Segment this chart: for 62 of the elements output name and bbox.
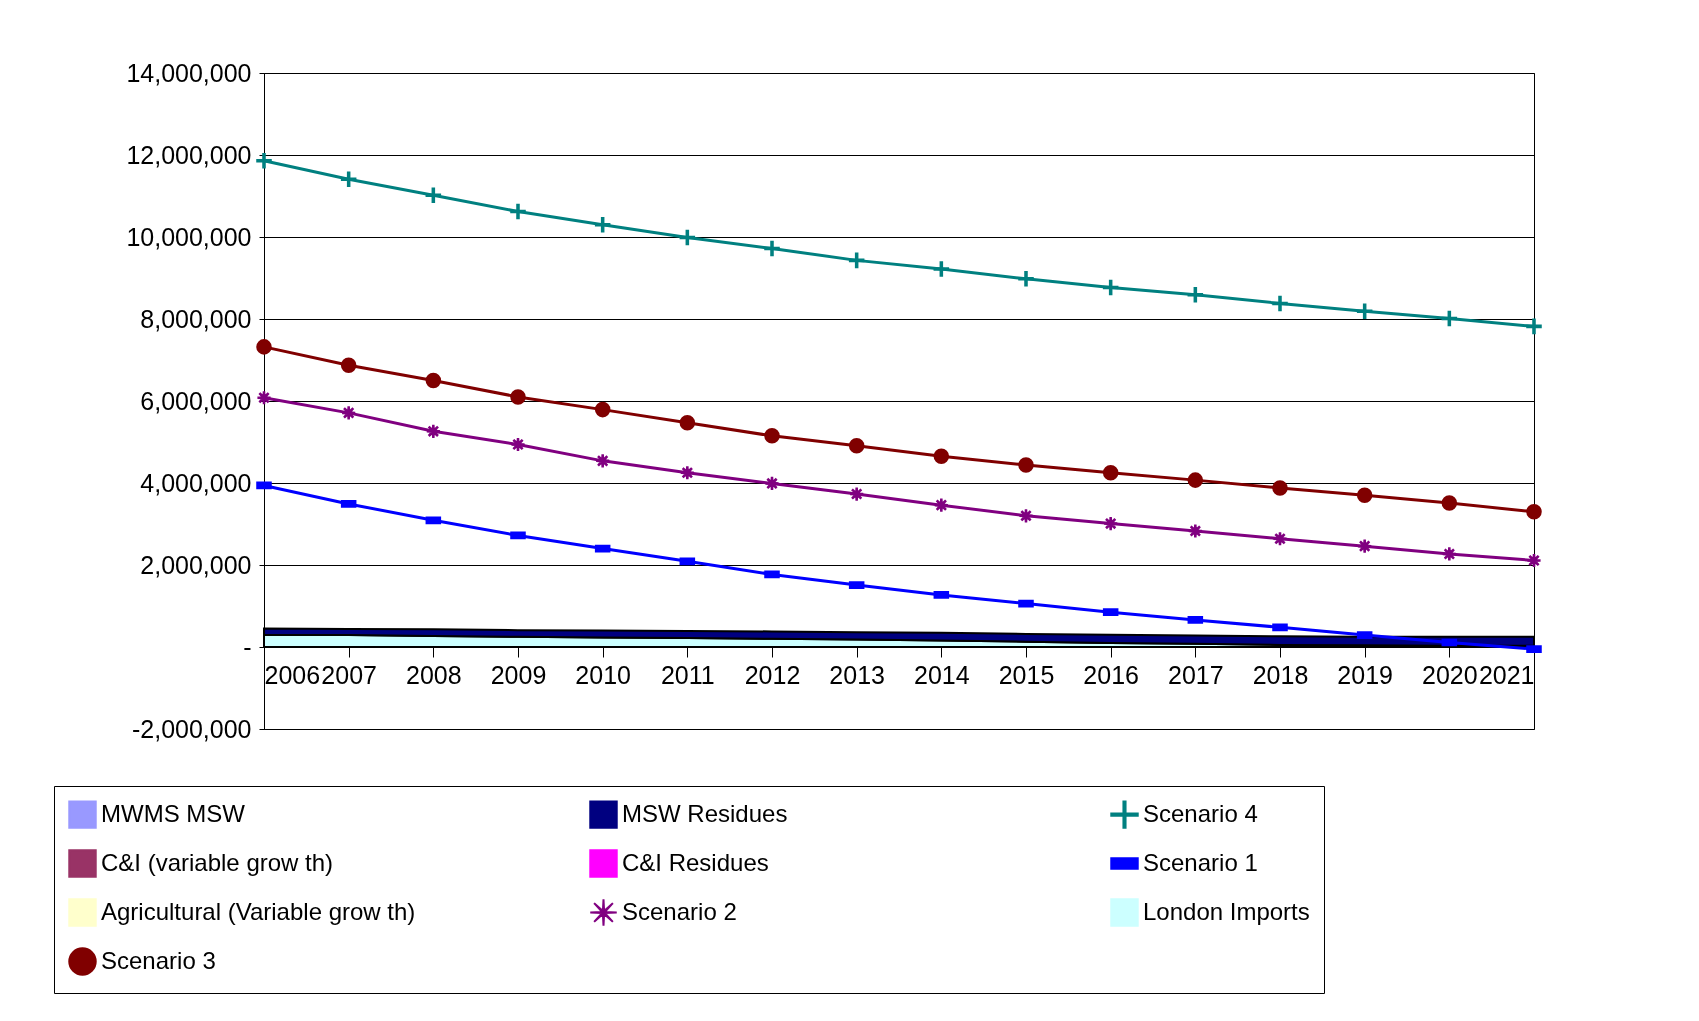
legend-label: MSW Residues (622, 799, 788, 827)
point (679, 414, 696, 431)
x-tick-label: 2021 (1478, 660, 1535, 689)
legend-label: Scenario 2 (622, 897, 737, 925)
point (848, 437, 865, 454)
x-tick-label: 2006 (264, 660, 321, 689)
x-tick-label: 2016 (1083, 660, 1139, 689)
legend-label: MWMS MSW (101, 799, 246, 827)
point (256, 339, 272, 355)
y-tick-label: 8,000,000 (140, 304, 252, 333)
y-tick-label: 14,000,000 (126, 58, 252, 87)
point (594, 401, 611, 418)
point (1018, 457, 1034, 473)
point (1356, 303, 1373, 319)
point (1441, 495, 1458, 511)
x-tick-label: 2020 (1422, 660, 1478, 689)
y-tick-label: - (243, 632, 252, 661)
x-tick-label: 2009 (490, 660, 547, 689)
point (425, 187, 442, 203)
x-tick-label: 2013 (829, 660, 885, 689)
point (340, 171, 357, 187)
point (510, 203, 526, 220)
legend-label: Scenario 1 (1143, 848, 1258, 876)
x-tick-label: 2017 (1168, 660, 1224, 689)
x-tick-label: 2010 (575, 660, 631, 689)
point (1187, 287, 1204, 303)
point (1187, 472, 1204, 488)
point (1018, 271, 1034, 287)
x-tick-label: 2012 (744, 660, 801, 689)
point (1526, 503, 1542, 520)
point (1526, 318, 1542, 335)
point (1102, 464, 1119, 481)
legend-label: C&I Residues (622, 848, 769, 876)
point (425, 372, 442, 389)
point (340, 357, 357, 374)
y-tick-label: 2,000,000 (140, 550, 252, 579)
point (764, 240, 780, 257)
x-tick-label: 2014 (914, 660, 970, 689)
x-tick-label: 2007 (321, 660, 377, 689)
y-tick-label: -2,000,000 (131, 714, 252, 743)
x-tick-label: 2011 (660, 660, 715, 689)
point (1272, 480, 1288, 496)
legend-label: Scenario 3 (101, 946, 216, 974)
legend-label: Scenario 4 (1143, 799, 1258, 827)
legend-label: London Imports (1143, 897, 1310, 925)
point (933, 448, 950, 465)
x-tick-label: 2008 (406, 660, 462, 689)
legend-label: Agricultural (Variable grow th) (101, 897, 416, 925)
legend-label: C&I (variable grow th) (101, 848, 334, 876)
point (764, 428, 780, 444)
x-tick-label: 2015 (998, 660, 1055, 689)
point (1356, 487, 1373, 504)
point (1272, 295, 1288, 312)
y-tick-label: 10,000,000 (126, 222, 252, 251)
x-tick-label: 2018 (1252, 660, 1309, 689)
point (510, 389, 526, 405)
point (933, 261, 950, 277)
y-tick-label: 12,000,000 (126, 140, 252, 169)
y-tick-label: 4,000,000 (140, 468, 252, 497)
point (256, 152, 272, 169)
y-tick-label: 6,000,000 (140, 386, 252, 415)
x-tick-label: 2019 (1337, 660, 1393, 689)
